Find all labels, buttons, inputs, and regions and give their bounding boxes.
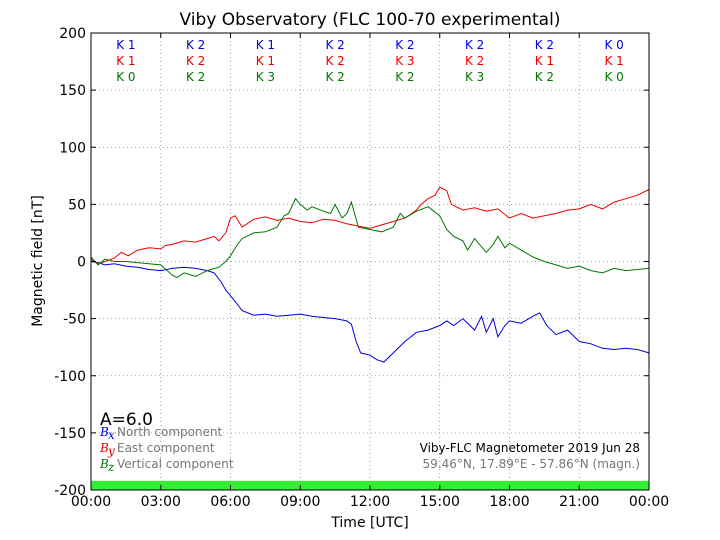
k-index-z: K 2 bbox=[535, 70, 554, 84]
legend-entry: North component bbox=[117, 425, 223, 439]
legend-subscript: z bbox=[107, 460, 115, 474]
k-index-x: K 1 bbox=[256, 38, 275, 52]
series-line-y bbox=[90, 186, 650, 265]
y-tick-label: 150 bbox=[59, 83, 86, 99]
legend-symbol: B bbox=[99, 457, 109, 471]
x-tick-label: 18:00 bbox=[489, 494, 529, 510]
k-index-z: K 0 bbox=[604, 70, 623, 84]
legend-subscript: y bbox=[107, 444, 115, 458]
grid bbox=[91, 33, 649, 490]
k-index-x: K 1 bbox=[116, 38, 135, 52]
k-index-y: K 1 bbox=[256, 54, 275, 68]
k-index-x: K 2 bbox=[325, 38, 344, 52]
x-tick-label: 09:00 bbox=[280, 494, 320, 510]
series-layer bbox=[90, 186, 650, 363]
k-index-x: K 2 bbox=[186, 38, 205, 52]
k-index-z: K 2 bbox=[325, 70, 344, 84]
series-line-x bbox=[90, 261, 650, 363]
k-index-y: K 2 bbox=[186, 54, 205, 68]
x-tick-label: 03:00 bbox=[141, 494, 181, 510]
y-tick-label: 50 bbox=[68, 197, 86, 213]
y-tick-label: -100 bbox=[54, 369, 86, 385]
y-tick-label: 100 bbox=[59, 140, 86, 156]
k-index-x: K 2 bbox=[395, 38, 414, 52]
k-index-z: K 0 bbox=[116, 70, 135, 84]
legend-symbol: B bbox=[99, 425, 109, 439]
y-axis-label: Magnetic field [nT] bbox=[30, 195, 46, 327]
chart-title: Viby Observatory (FLC 100-70 experimenta… bbox=[180, 10, 561, 30]
y-tick-label: -150 bbox=[54, 426, 86, 442]
legend-symbol: B bbox=[99, 441, 109, 455]
k-index-z: K 3 bbox=[465, 70, 484, 84]
y-tick-label: 200 bbox=[59, 26, 86, 42]
k-index-y: K 3 bbox=[395, 54, 414, 68]
legend-entry: Vertical component bbox=[117, 457, 234, 471]
k-index-y: K 2 bbox=[465, 54, 484, 68]
k-index-x: K 2 bbox=[535, 38, 554, 52]
y-tick-label: -200 bbox=[54, 483, 86, 499]
x-tick-label: 00:00 bbox=[71, 494, 111, 510]
y-tick-label: -50 bbox=[63, 312, 86, 328]
x-tick-label: 21:00 bbox=[559, 494, 599, 510]
k-index-x: K 0 bbox=[604, 38, 623, 52]
legend-entry: East component bbox=[117, 441, 215, 455]
x-tick-label: 15:00 bbox=[420, 494, 460, 510]
axis-ticks: 00:00 03:00 06:00 09:00 12:00 15:00 18:00 21:00… bbox=[54, 26, 669, 510]
x-tick-label: 12:00 bbox=[350, 494, 390, 510]
x-tick-label: 06:00 bbox=[210, 494, 250, 510]
info-line-2: 59.46°N, 17.89°E - 57.86°N (magn.) bbox=[423, 457, 640, 471]
k-index-y: K 1 bbox=[604, 54, 623, 68]
k-indices: K 1 K 2 K 1 K 2 K 2 K 2 K 2 K 0 K 1 K 2 K 1 K 2 K 3 K… bbox=[116, 38, 624, 84]
k-index-x: K 2 bbox=[465, 38, 484, 52]
k-index-z: K 2 bbox=[395, 70, 414, 84]
x-tick-label: 00:00 bbox=[629, 494, 669, 510]
k-index-y: K 1 bbox=[535, 54, 554, 68]
series-line-z bbox=[90, 197, 650, 279]
k-index-y: K 1 bbox=[116, 54, 135, 68]
x-axis-label: Time [UTC] bbox=[330, 515, 408, 531]
k-index-z: K 3 bbox=[256, 70, 275, 84]
y-tick-label: 0 bbox=[77, 255, 86, 271]
info-line-1: Viby-FLC Magnetometer 2019 Jun 28 bbox=[420, 441, 640, 455]
k-index-z: K 2 bbox=[186, 70, 205, 84]
k-index-y: K 2 bbox=[325, 54, 344, 68]
activity-index: A=6.0 bbox=[100, 410, 153, 430]
legend-subscript: x bbox=[108, 428, 115, 442]
